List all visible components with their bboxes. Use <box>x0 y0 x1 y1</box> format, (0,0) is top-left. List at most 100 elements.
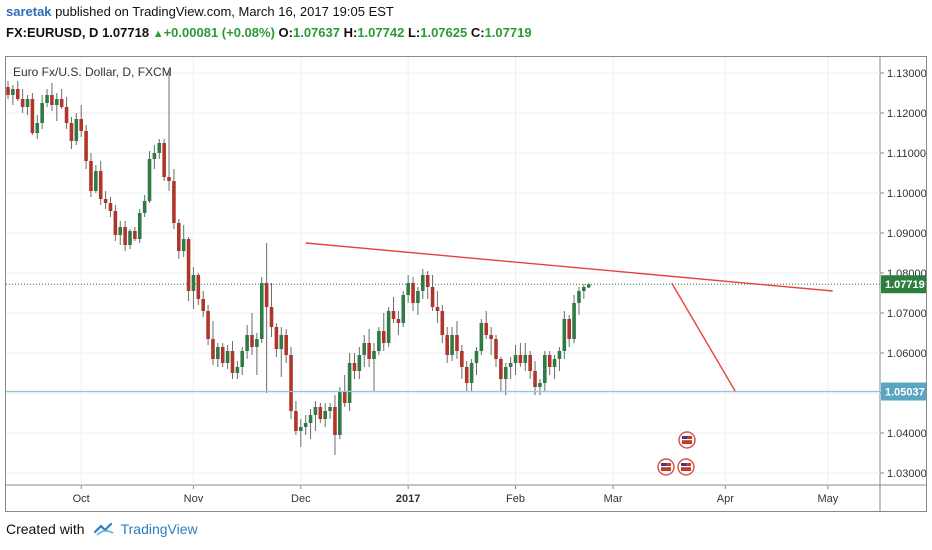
candle-body <box>147 159 152 201</box>
candle <box>284 329 288 363</box>
drawings <box>6 242 880 393</box>
candle-body <box>89 161 93 191</box>
high-value: 1.07742 <box>357 25 405 40</box>
candle-body <box>347 363 352 403</box>
candle-body <box>303 423 308 427</box>
candle <box>230 341 235 379</box>
candle-body <box>362 343 367 355</box>
candle-body <box>318 407 323 419</box>
candle-body <box>333 407 337 435</box>
candle <box>338 387 342 439</box>
candle <box>20 89 25 113</box>
candle <box>445 327 449 363</box>
candle-body <box>338 391 342 435</box>
chart-panel[interactable]: Euro Fx/U.S. Dollar, D, FXCM 1.13000 1.12… <box>5 56 927 512</box>
candle <box>45 89 49 107</box>
tradingview-brand[interactable]: TradingView <box>120 521 198 537</box>
price-tick-label: 1.10000 <box>887 188 926 200</box>
candle <box>74 113 79 145</box>
candle-body <box>425 275 430 287</box>
price-chart[interactable]: Euro Fx/U.S. Dollar, D, FXCM 1.13000 1.12… <box>6 57 926 511</box>
candle-body <box>206 311 210 339</box>
candle-body <box>567 319 571 339</box>
candle <box>98 161 103 205</box>
candle-body <box>167 177 171 181</box>
candle <box>411 277 415 311</box>
quote-bar: FX:EURUSD, D 1.07718 ▲+0.00081 (+0.08%) … <box>6 25 532 40</box>
candle <box>30 93 35 135</box>
candle-body <box>396 319 401 323</box>
candle-body <box>479 323 484 351</box>
candle-body <box>245 335 249 351</box>
candle-body <box>250 335 254 347</box>
candle <box>55 93 59 121</box>
candle <box>279 327 284 377</box>
candle-body <box>186 239 191 291</box>
candle <box>220 343 225 367</box>
candle-body <box>416 291 420 303</box>
time-tick-label: May <box>817 493 838 505</box>
candle <box>201 291 205 317</box>
candle <box>172 169 176 229</box>
candle <box>557 347 562 371</box>
candle <box>347 353 352 411</box>
candle <box>103 191 108 209</box>
candle-body <box>538 383 542 387</box>
time-tick-label: Mar <box>604 493 623 505</box>
candle-body <box>103 199 108 203</box>
candle <box>142 195 147 217</box>
candle-body <box>503 367 508 379</box>
price-tick-label: 1.03000 <box>887 468 926 480</box>
price-tick-label: 1.11000 <box>887 148 926 160</box>
candle-body <box>435 307 440 311</box>
candle-body <box>20 99 25 107</box>
time-tick-label: Oct <box>73 493 90 505</box>
close-value: 1.07719 <box>484 25 532 40</box>
candle <box>484 311 489 339</box>
projection-line <box>671 282 736 392</box>
candle-body <box>264 283 269 307</box>
candle-body <box>152 153 157 159</box>
candle-body <box>440 311 445 335</box>
candle <box>235 361 240 379</box>
candle <box>323 403 327 427</box>
author-name[interactable]: saretak <box>6 4 52 19</box>
candle <box>572 295 576 343</box>
candle <box>499 357 503 391</box>
candle <box>59 89 64 109</box>
candle-body <box>289 355 293 411</box>
candle-body <box>377 331 381 351</box>
tradingview-logo-icon <box>93 522 113 536</box>
us-flag-event-icon <box>677 458 695 476</box>
candle-body <box>133 231 137 239</box>
publish-header: saretak published on TradingView.com, Ma… <box>6 4 394 19</box>
candle-body <box>381 331 386 343</box>
candle-body <box>255 339 259 347</box>
candle-body <box>30 99 35 133</box>
time-tick-label: Dec <box>291 493 311 505</box>
candle-body <box>157 143 162 153</box>
candle <box>318 403 323 423</box>
candle-body <box>35 123 40 133</box>
candle-body <box>279 335 284 349</box>
candle-body <box>59 99 64 107</box>
candle <box>333 395 337 455</box>
candle <box>69 117 74 149</box>
candle <box>113 205 118 241</box>
candle-body <box>582 287 586 291</box>
candle-body <box>562 319 567 351</box>
candle-body <box>6 87 10 95</box>
candle <box>84 125 88 169</box>
candle <box>547 351 552 375</box>
candle-body <box>450 335 454 355</box>
candle-body <box>162 143 166 177</box>
candle-body <box>118 227 123 235</box>
candle-body <box>508 363 513 367</box>
candle-body <box>274 327 279 349</box>
candle-body <box>460 351 464 367</box>
candle-body <box>181 239 186 251</box>
candle <box>474 347 479 375</box>
candle-body <box>474 351 479 363</box>
candle-body <box>372 351 376 359</box>
current-price-badge <box>881 275 926 294</box>
